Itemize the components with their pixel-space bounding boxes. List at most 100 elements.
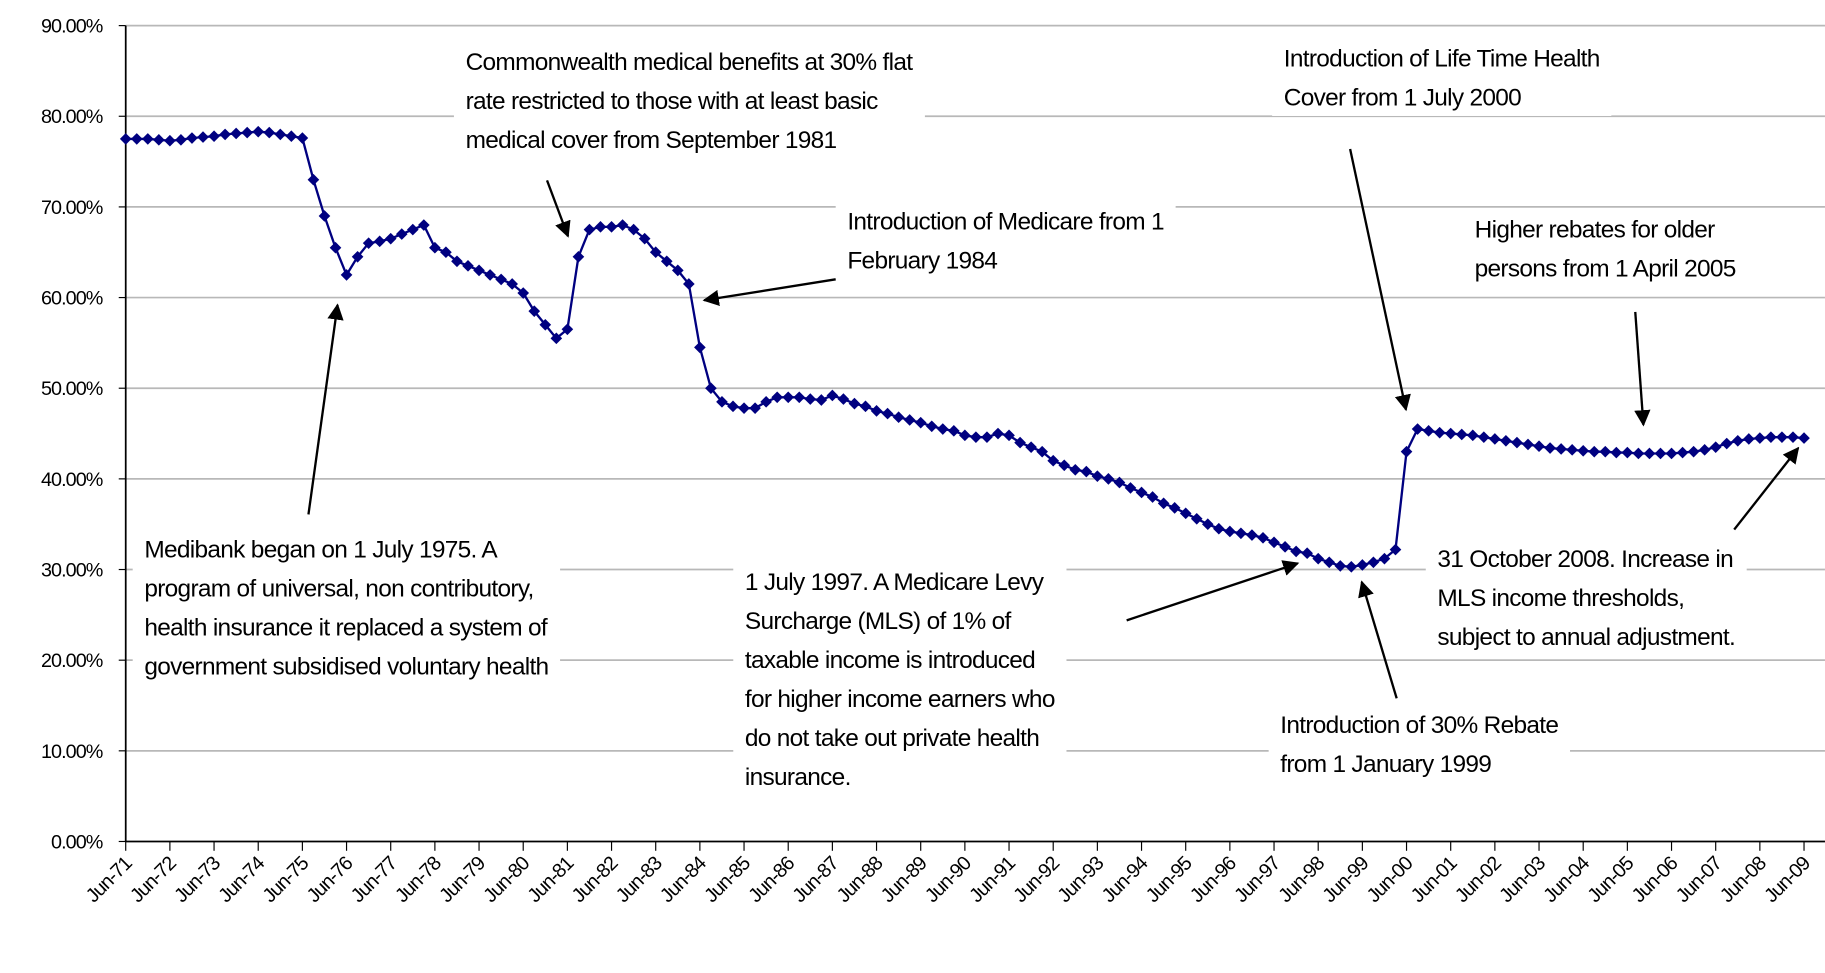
data-point bbox=[981, 431, 993, 443]
annotation: Introduction of 30% Rebate bbox=[1280, 712, 1558, 739]
annotation: 1 July 1997. A Medicare Levy bbox=[745, 569, 1045, 596]
data-point bbox=[517, 287, 530, 299]
data-point bbox=[1334, 560, 1347, 572]
data-point bbox=[793, 391, 806, 404]
data-point bbox=[384, 232, 397, 245]
data-point bbox=[241, 126, 253, 139]
annotation-arrows bbox=[307, 148, 1800, 699]
data-point bbox=[1301, 547, 1313, 560]
data-point bbox=[892, 411, 905, 424]
data-point bbox=[959, 429, 971, 442]
annotation-box bbox=[1425, 541, 1747, 656]
x-tick-label: Jun-84 bbox=[656, 852, 711, 907]
x-tick-label: Jun-80 bbox=[479, 852, 534, 907]
data-point bbox=[1025, 441, 1037, 453]
annotation: subject to annual adjustment. bbox=[1437, 624, 1735, 651]
annotation: MLS income thresholds, bbox=[1437, 585, 1684, 612]
data-point bbox=[837, 393, 850, 405]
data-point bbox=[1411, 423, 1424, 435]
data-point bbox=[970, 431, 982, 443]
annotation: rate restricted to those with at least b… bbox=[466, 88, 879, 115]
data-point bbox=[164, 134, 176, 147]
data-point bbox=[1135, 486, 1148, 499]
x-tick-label: Jun-73 bbox=[170, 852, 225, 907]
data-point bbox=[119, 133, 132, 145]
x-tick-label: Jun-09 bbox=[1760, 852, 1815, 907]
x-tick-label: Jun-87 bbox=[789, 853, 843, 907]
x-tick-label: Jun-88 bbox=[833, 852, 888, 907]
data-point bbox=[1102, 473, 1115, 485]
data-point bbox=[1179, 507, 1192, 520]
y-tick-label: 30.00% bbox=[41, 560, 103, 582]
annotation: insurance. bbox=[745, 764, 851, 791]
data-point bbox=[1709, 441, 1722, 453]
data-point bbox=[903, 414, 916, 426]
x-tick-label: Jun-93 bbox=[1054, 852, 1109, 907]
data-point bbox=[859, 400, 872, 413]
annotation: do not take out private health bbox=[745, 725, 1039, 752]
data-point bbox=[1422, 425, 1435, 437]
data-point bbox=[484, 269, 496, 281]
x-tick-label: Jun-06 bbox=[1628, 852, 1683, 907]
data-point bbox=[1235, 527, 1247, 540]
x-tick-label: Jun-77 bbox=[347, 853, 401, 907]
data-point bbox=[683, 278, 695, 290]
annotation: health insurance it replaced a system of bbox=[144, 614, 548, 641]
x-tick-label: Jun-07 bbox=[1672, 853, 1726, 907]
data-point bbox=[318, 210, 331, 222]
data-point bbox=[495, 273, 507, 286]
x-tick-label: Jun-94 bbox=[1098, 852, 1153, 907]
x-tick-label: Jun-89 bbox=[877, 852, 932, 907]
y-tick-label: 90.00% bbox=[41, 16, 103, 38]
data-point bbox=[671, 264, 684, 277]
y-tick-label: 60.00% bbox=[41, 288, 103, 310]
annotation: program of universal, non contributory, bbox=[144, 575, 533, 602]
data-point bbox=[1588, 445, 1601, 458]
data-point bbox=[1787, 431, 1799, 443]
x-tick-label: Jun-04 bbox=[1539, 852, 1594, 907]
annotation: for higher income earners who bbox=[745, 686, 1055, 713]
data-point bbox=[1003, 429, 1015, 442]
data-point bbox=[1224, 525, 1236, 538]
data-point bbox=[1201, 518, 1214, 531]
annotation-box bbox=[453, 44, 925, 159]
data-line bbox=[125, 130, 1805, 568]
x-tick-label: Jun-82 bbox=[568, 853, 622, 907]
data-point bbox=[285, 130, 298, 143]
data-point bbox=[1323, 556, 1336, 569]
data-point bbox=[1389, 543, 1402, 556]
x-tick-label: Jun-99 bbox=[1319, 852, 1374, 907]
data-point bbox=[1577, 444, 1590, 457]
x-tick-label: Jun-01 bbox=[1407, 852, 1462, 907]
data-point bbox=[539, 318, 552, 331]
annotation-box bbox=[132, 531, 561, 686]
annotation-box bbox=[1268, 707, 1571, 783]
annotation: Medibank began on 1 July 1975. A bbox=[144, 536, 498, 563]
data-point bbox=[1720, 437, 1733, 450]
data-point bbox=[1345, 560, 1358, 573]
data-point bbox=[230, 127, 242, 140]
data-point bbox=[296, 132, 309, 144]
annotation: Surcharge (MLS) of 1% of bbox=[745, 608, 1012, 635]
data-point bbox=[936, 423, 949, 435]
data-point bbox=[1378, 552, 1391, 565]
data-point bbox=[153, 134, 165, 146]
x-tick-label: Jun-79 bbox=[435, 852, 490, 907]
data-point bbox=[948, 425, 960, 437]
x-tick-label: Jun-86 bbox=[744, 852, 799, 907]
data-point bbox=[440, 246, 452, 259]
data-point bbox=[1190, 512, 1203, 525]
x-tick-label: Jun-71 bbox=[82, 852, 137, 907]
data-point bbox=[1643, 447, 1656, 460]
x-tick-label: Jun-95 bbox=[1142, 852, 1197, 907]
x-tick-label: Jun-08 bbox=[1716, 852, 1771, 907]
annotation-box bbox=[835, 203, 1176, 279]
x-tick-label: Jun-78 bbox=[391, 852, 446, 907]
data-point bbox=[1687, 445, 1700, 458]
data-point bbox=[1599, 445, 1612, 458]
data-point bbox=[329, 241, 342, 254]
annotation: persons from 1 April 2005 bbox=[1475, 255, 1736, 282]
data-point bbox=[473, 264, 485, 277]
data-point bbox=[1466, 429, 1479, 442]
